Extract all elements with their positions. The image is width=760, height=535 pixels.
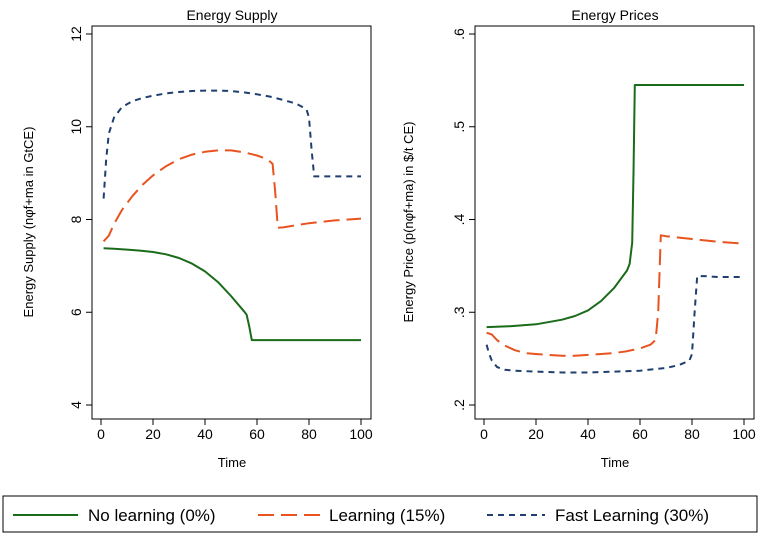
energy-supply-x-tick-label: 0 — [97, 426, 105, 442]
energy-supply-x-tick-label: 80 — [301, 426, 317, 442]
energy-supply-panel: Energy Supply 0 20 40 60 80 100 4 6 8 10 12 Time E… — [21, 7, 373, 470]
energy-supply-line-fast — [102, 89, 361, 199]
energy-prices-x-tick-label: 40 — [580, 426, 596, 442]
energy-supply-title: Energy Supply — [186, 7, 277, 23]
legend-label-learn: Learning (15%) — [329, 506, 445, 525]
energy-supply-y-tick-label: 8 — [68, 215, 84, 223]
energy-prices-plot-area — [474, 25, 755, 420]
energy-supply-line-learn — [102, 149, 362, 242]
energy-supply-x-axis-title: Time — [218, 455, 246, 470]
energy-prices-x-tick-label: 100 — [732, 426, 756, 442]
energy-prices-panel: Energy Prices 0 20 40 60 80 100 .2 .3 .4 .5 .6 Tim… — [401, 7, 756, 470]
legend-items: No learning (0%) Learning (15%) Fast Learn… — [13, 506, 709, 525]
energy-supply-x-tick-label: 40 — [197, 426, 213, 442]
energy-prices-line-nolearn — [486, 84, 744, 329]
energy-supply-series — [102, 89, 362, 342]
energy-prices-y-tick-label: .3 — [451, 306, 467, 318]
energy-supply-plot-area — [91, 25, 372, 420]
legend-box — [2, 495, 758, 533]
legend-label-fast: Fast Learning (30%) — [555, 506, 709, 525]
energy-supply-x-tick-label: 100 — [349, 426, 373, 442]
energy-prices-y-tick-label: .2 — [451, 399, 467, 411]
energy-prices-title: Energy Prices — [571, 7, 658, 23]
energy-prices-x-tick-label: 0 — [480, 426, 488, 442]
energy-prices-x-tick-label: 80 — [684, 426, 700, 442]
energy-prices-y-tick-label: .5 — [451, 121, 467, 133]
energy-supply-y-tick-label: 12 — [68, 26, 84, 42]
energy-prices-line-learn — [486, 234, 745, 357]
energy-prices-series — [485, 84, 745, 374]
energy-prices-line-fast — [485, 275, 744, 374]
energy-supply-y-tick-label: 10 — [68, 119, 84, 135]
energy-supply-x-tick-label: 20 — [145, 426, 161, 442]
legend-label-nolearn: No learning (0%) — [88, 506, 216, 525]
energy-prices-y-tick-label: .4 — [451, 213, 467, 225]
energy-prices-x-tick-label: 20 — [528, 426, 544, 442]
energy-prices-x-tick-label: 60 — [632, 426, 648, 442]
energy-supply-x-tick-label: 60 — [249, 426, 265, 442]
energy-prices-y-axis-title: Energy Price (p(nφf+ma) in $/t CE) — [401, 122, 416, 323]
energy-supply-line-nolearn — [103, 247, 361, 342]
energy-prices-y-tick-label: .6 — [451, 28, 467, 40]
energy-supply-y-tick-label: 4 — [68, 401, 84, 409]
energy-supply-y-axis-title: Energy Supply (nφf+ma in GtCE) — [21, 127, 36, 318]
energy-supply-axes: 0 20 40 60 80 100 4 6 8 10 12 — [68, 26, 373, 442]
energy-supply-y-tick-label: 6 — [68, 308, 84, 316]
energy-prices-x-axis-title: Time — [601, 455, 629, 470]
energy-prices-axes: 0 20 40 60 80 100 .2 .3 .4 .5 .6 — [451, 28, 756, 442]
legend: No learning (0%) Learning (15%) Fast Learn… — [2, 495, 758, 533]
